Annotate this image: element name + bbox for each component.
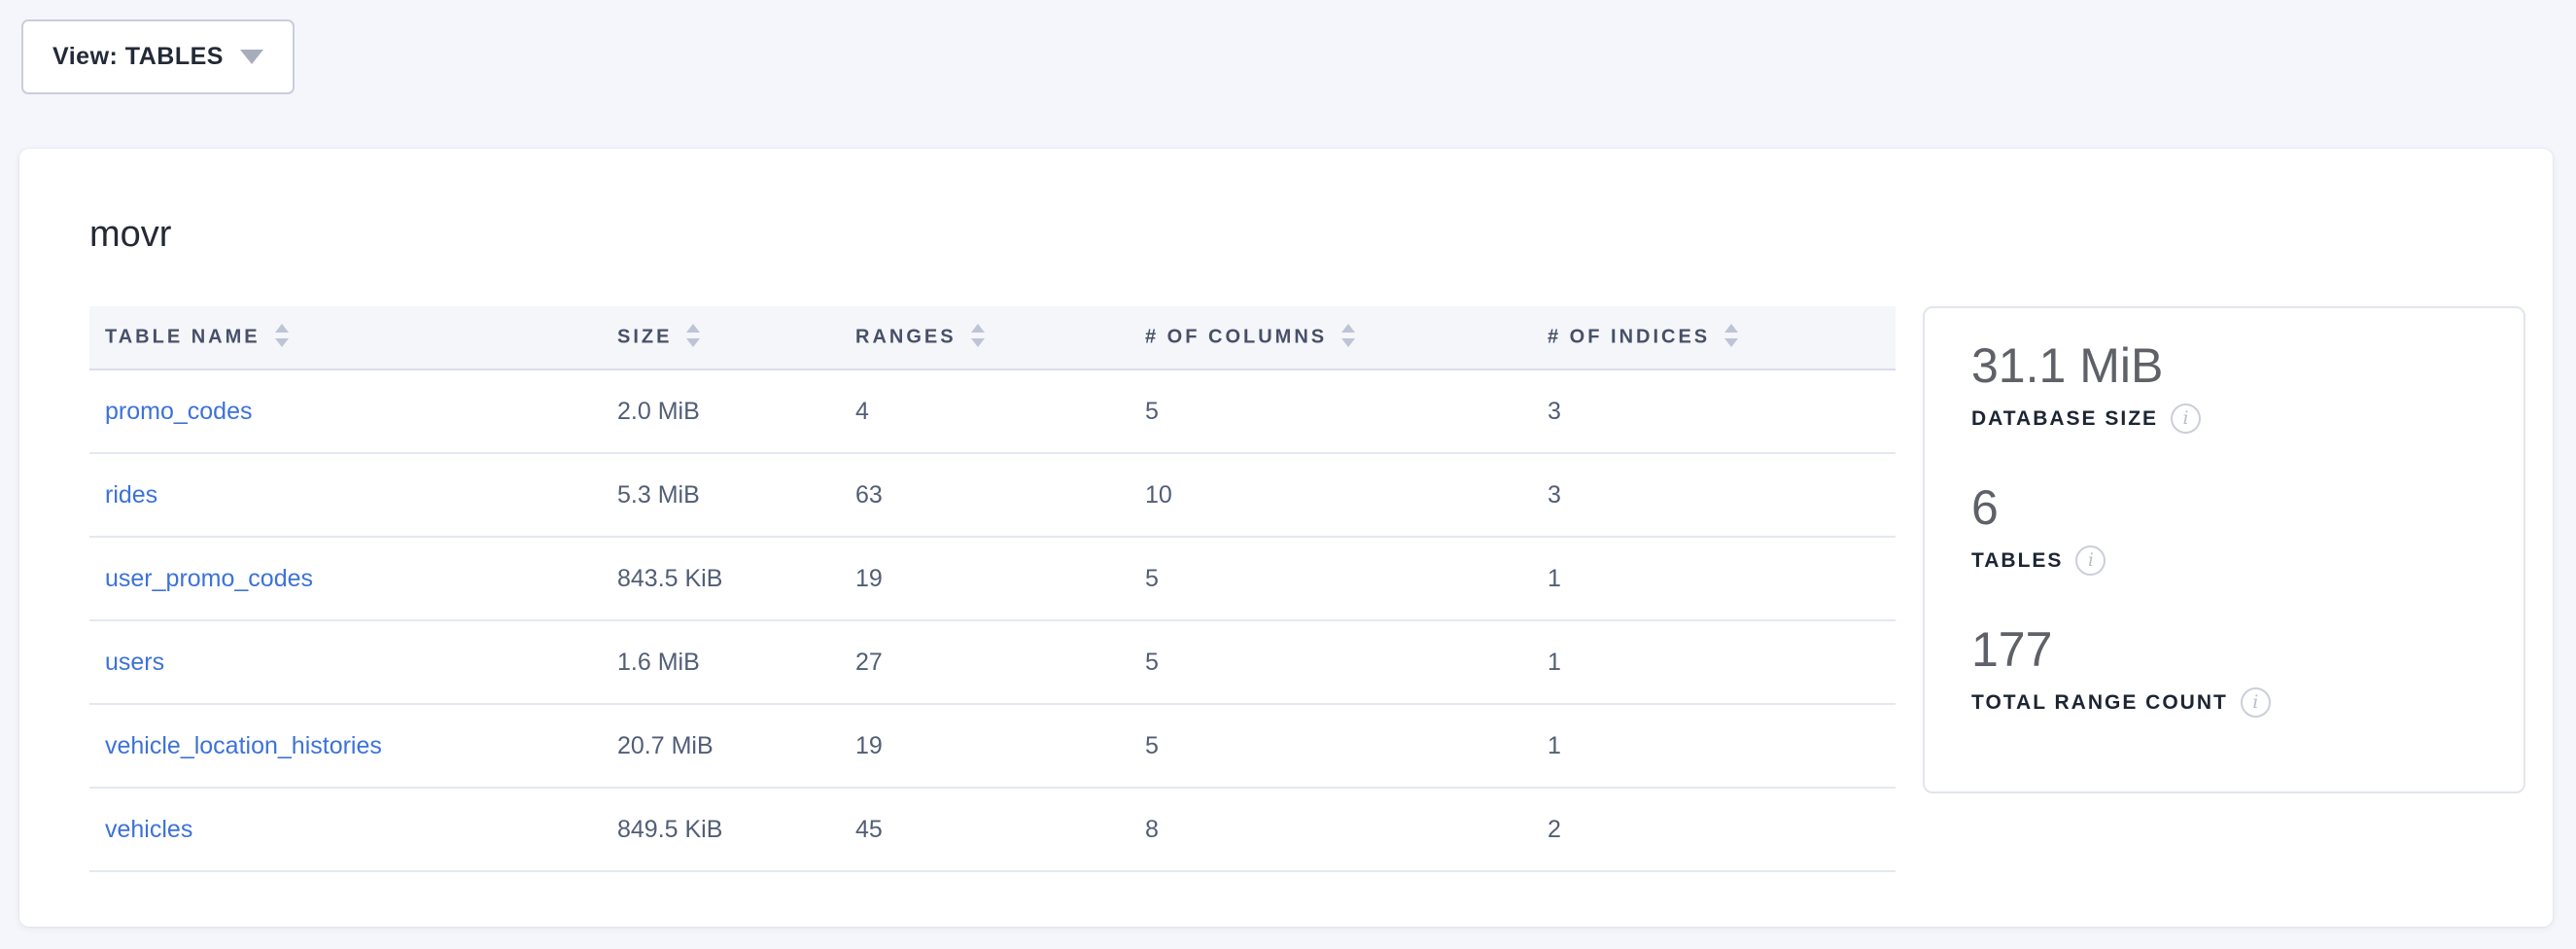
table-row: vehicles 849.5 KiB 45 8 2	[89, 788, 1896, 872]
cell-num-columns: 5	[1130, 369, 1532, 454]
sort-desc-icon	[1341, 338, 1356, 347]
database-summary-panel: 31.1 MiB DATABASE SIZE i 6 TABLES i 177 …	[1923, 306, 2525, 793]
cell-table-name: users	[89, 620, 602, 705]
cell-size: 1.6 MiB	[602, 620, 840, 705]
stat-value: 6	[1971, 480, 1999, 535]
column-header-num-indices[interactable]: # OF INDICES	[1532, 306, 1896, 370]
cell-size: 20.7 MiB	[602, 704, 840, 789]
stat-label: TOTAL RANGE COUNT	[1971, 690, 2228, 714]
table-header-row: TABLE NAME SIZE RANGES # OF COLUMNS # OF…	[89, 306, 1896, 370]
stat-value: 31.1 MiB	[1971, 338, 2164, 393]
sort-desc-icon	[1724, 338, 1739, 347]
table-row: users 1.6 MiB 27 5 1	[89, 620, 1896, 705]
cell-size: 843.5 KiB	[602, 537, 840, 621]
database-card: movr TABLE NAME SIZE RANGES # OF COLUMNS…	[19, 149, 2553, 927]
table-row: user_promo_codes 843.5 KiB 19 5 1	[89, 537, 1896, 621]
table-row: promo_codes 2.0 MiB 4 5 3	[89, 369, 1896, 454]
cell-num-indices: 3	[1532, 453, 1896, 538]
sort-icon	[274, 324, 289, 347]
cell-num-indices: 1	[1532, 537, 1896, 621]
cell-table-name: rides	[89, 453, 602, 538]
cell-table-name: promo_codes	[89, 369, 602, 454]
cell-table-name: vehicle_location_histories	[89, 704, 602, 789]
database-name-title: movr	[89, 214, 172, 255]
column-header-ranges[interactable]: RANGES	[840, 306, 1130, 370]
stat-total-range-count: 177 TOTAL RANGE COUNT i	[1971, 621, 2477, 718]
sort-icon	[1724, 324, 1739, 347]
stat-label: TABLES	[1971, 548, 2064, 572]
table-name-link[interactable]: vehicles	[105, 815, 193, 843]
table-body: promo_codes 2.0 MiB 4 5 3 rides 5.3 MiB …	[89, 369, 1896, 872]
cell-num-columns: 10	[1130, 453, 1532, 538]
sort-icon	[1341, 324, 1356, 347]
sort-icon	[686, 324, 701, 347]
database-content-row: TABLE NAME SIZE RANGES # OF COLUMNS # OF…	[89, 306, 2529, 872]
table-name-link[interactable]: user_promo_codes	[105, 564, 314, 592]
cell-ranges: 27	[840, 620, 1130, 705]
cell-num-indices: 2	[1532, 788, 1896, 872]
tables-table: TABLE NAME SIZE RANGES # OF COLUMNS # OF…	[89, 306, 1896, 872]
table-name-link[interactable]: users	[105, 648, 165, 676]
cell-table-name: vehicles	[89, 788, 602, 872]
table-name-link[interactable]: promo_codes	[105, 397, 253, 425]
sort-desc-icon	[274, 338, 289, 347]
sort-desc-icon	[970, 338, 985, 347]
cell-num-columns: 8	[1130, 788, 1532, 872]
sort-asc-icon	[686, 324, 701, 333]
cell-ranges: 4	[840, 369, 1130, 454]
cell-size: 5.3 MiB	[602, 453, 840, 538]
stat-tables: 6 TABLES i	[1971, 479, 2477, 576]
table-row: rides 5.3 MiB 63 10 3	[89, 453, 1896, 538]
stat-database-size: 31.1 MiB DATABASE SIZE i	[1971, 337, 2477, 434]
column-header-table-name[interactable]: TABLE NAME	[89, 306, 602, 370]
cell-size: 2.0 MiB	[602, 369, 840, 454]
cell-num-columns: 5	[1130, 620, 1532, 705]
cell-ranges: 45	[840, 788, 1130, 872]
table-row: vehicle_location_histories 20.7 MiB 19 5…	[89, 704, 1896, 789]
cell-table-name: user_promo_codes	[89, 537, 602, 621]
cell-ranges: 19	[840, 704, 1130, 789]
view-selector-dropdown[interactable]: View: TABLES	[21, 19, 295, 94]
info-icon[interactable]: i	[2240, 687, 2271, 718]
sort-asc-icon	[1341, 324, 1356, 333]
sort-desc-icon	[686, 338, 701, 347]
view-selector-label: View: TABLES	[52, 43, 224, 70]
cell-ranges: 63	[840, 453, 1130, 538]
sort-asc-icon	[1724, 324, 1739, 333]
chevron-down-icon	[239, 50, 263, 64]
cell-num-columns: 5	[1130, 537, 1532, 621]
cell-ranges: 19	[840, 537, 1130, 621]
table-name-link[interactable]: rides	[105, 480, 158, 509]
cell-num-indices: 3	[1532, 369, 1896, 454]
column-header-size[interactable]: SIZE	[602, 306, 840, 370]
cell-num-indices: 1	[1532, 704, 1896, 789]
cell-size: 849.5 KiB	[602, 788, 840, 872]
sort-asc-icon	[274, 324, 289, 333]
info-icon[interactable]: i	[2075, 545, 2106, 576]
column-header-num-columns[interactable]: # OF COLUMNS	[1130, 306, 1532, 370]
cell-num-indices: 1	[1532, 620, 1896, 705]
info-icon[interactable]: i	[2171, 404, 2202, 434]
sort-asc-icon	[970, 324, 985, 333]
cell-num-columns: 5	[1130, 704, 1532, 789]
table-name-link[interactable]: vehicle_location_histories	[105, 731, 382, 759]
sort-icon	[970, 324, 985, 347]
stat-label: DATABASE SIZE	[1971, 406, 2159, 430]
stat-value: 177	[1971, 622, 2053, 677]
